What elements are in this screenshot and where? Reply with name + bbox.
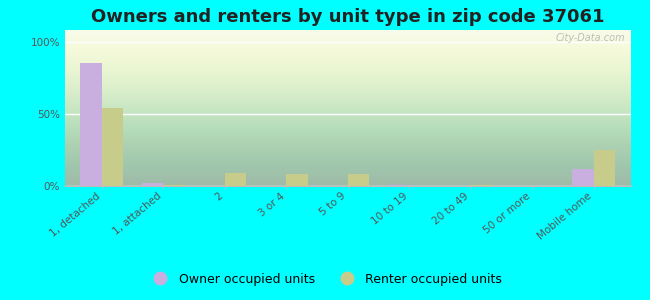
Legend: Owner occupied units, Renter occupied units: Owner occupied units, Renter occupied un…: [143, 268, 507, 291]
Bar: [387, 184, 410, 186]
Bar: [572, 169, 593, 186]
Bar: [348, 174, 369, 186]
Bar: [142, 183, 163, 186]
Bar: [81, 63, 102, 186]
Text: City-Data.com: City-Data.com: [555, 33, 625, 43]
Bar: [593, 150, 615, 186]
Bar: [471, 184, 492, 186]
Bar: [102, 108, 124, 186]
Bar: [163, 184, 185, 186]
Bar: [286, 174, 308, 186]
Bar: [225, 173, 246, 186]
Title: Owners and renters by unit type in zip code 37061: Owners and renters by unit type in zip c…: [91, 8, 604, 26]
